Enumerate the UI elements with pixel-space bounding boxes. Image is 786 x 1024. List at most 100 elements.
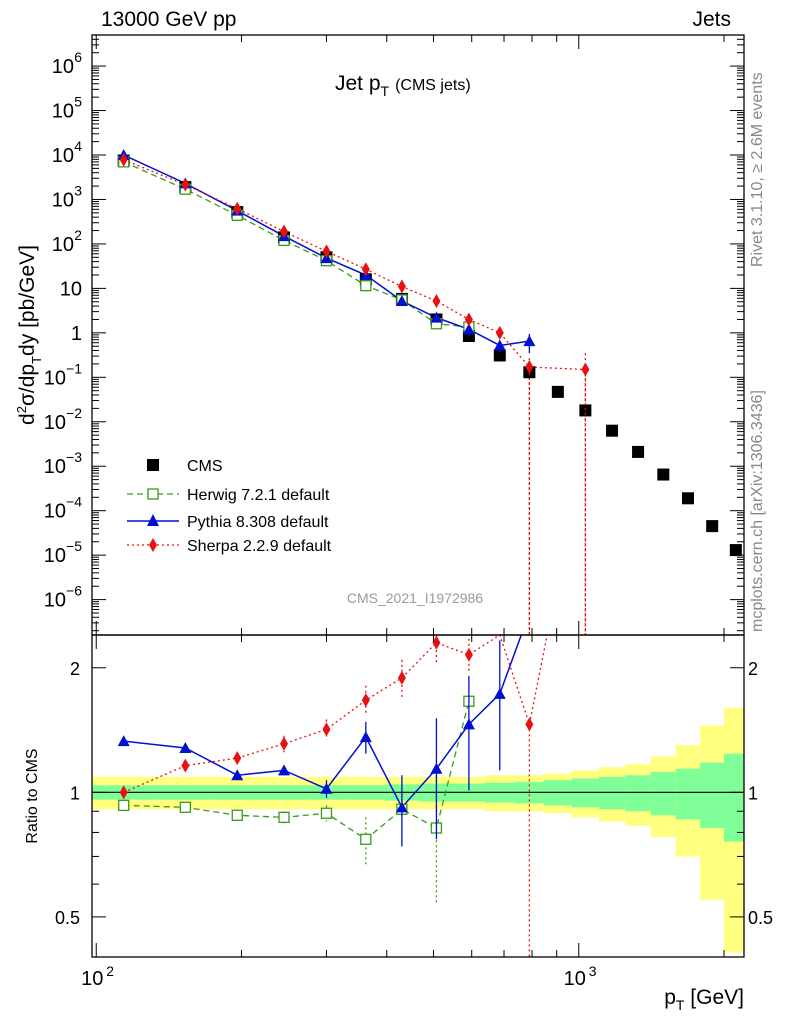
ratio-point-pythia (117, 735, 130, 747)
point-cms (681, 492, 694, 505)
ratio-point-herwig (179, 801, 192, 813)
y-tick-label-exponent: 5 (74, 94, 82, 110)
rivet-label: Rivet 3.1.10, ≥ 2.6M events (749, 72, 766, 267)
plot-title: Jet pT (CMS jets) (335, 72, 471, 99)
ratio-point-herwig (231, 809, 243, 821)
point-sherpa (361, 262, 370, 277)
y-tick-label-exponent: −4 (66, 494, 82, 510)
legend-cms-marker (147, 459, 159, 471)
point-cms (657, 468, 670, 481)
point-cms (579, 404, 592, 417)
point-sherpa (181, 177, 190, 192)
ratio-y-tick-label: 2 (70, 659, 80, 679)
x-tick-label: 10 (564, 968, 586, 990)
legend-entry-herwig: Herwig 7.2.1 default (127, 487, 330, 504)
ratio-y-tick-label: 1 (70, 783, 80, 803)
ratio-x-ticks: 10 2 10 3 (81, 635, 725, 990)
y-tick-label-exponent: −2 (66, 405, 82, 421)
process-label: 13000 GeV pp (101, 8, 236, 31)
ratio-point-herwig (320, 807, 333, 819)
ratio-y-tick-label-right: 2 (748, 659, 758, 679)
ratio-point-pythia (462, 718, 475, 730)
point-cms (632, 445, 645, 458)
point-pythia (430, 311, 443, 323)
point-sherpa (495, 325, 504, 340)
y-tick-label: 10 (52, 234, 74, 256)
ratio-y-axis-label: Ratio to CMS (24, 748, 41, 843)
main-y-ticks: 610510410310210101−110−210−310−410−510−6… (44, 34, 744, 632)
analysis-watermark: CMS_2021_I1972986 (347, 590, 483, 606)
legend: CMS Herwig 7.2.1 default Pythia 8.308 de… (127, 458, 332, 555)
point-sherpa (280, 224, 289, 239)
ratio-panel: 2 21 10.5 0.5 10 2 10 3 Ratio to CMS (24, 634, 773, 990)
legend-pythia-label: Pythia 8.308 default (187, 514, 329, 531)
ratio-point-sherpa (322, 722, 331, 737)
legend-herwig-marker (147, 488, 159, 500)
ratio-point-pythia (493, 687, 506, 699)
y-tick-label-exponent: 3 (74, 182, 82, 198)
point-herwig (360, 280, 372, 292)
legend-herwig-label: Herwig 7.2.1 default (187, 487, 330, 504)
point-sherpa (119, 152, 128, 167)
legend-entry-pythia: Pythia 8.308 default (127, 514, 329, 531)
ratio-point-sherpa (525, 717, 534, 732)
point-cms (493, 349, 506, 362)
point-pythia (523, 335, 536, 347)
ratio-plot-area (92, 634, 745, 957)
y-tick-label: 10 (44, 456, 66, 478)
plot-title-sub: T (381, 83, 390, 99)
ratio-point-pythia (430, 762, 443, 774)
point-cms (606, 424, 619, 437)
legend-entry-cms: CMS (147, 458, 223, 475)
ratio-point-pythia (395, 801, 408, 813)
point-pythia (493, 339, 506, 351)
y-tick-label: 10 (44, 501, 66, 523)
y-tick-label-exponent: −5 (66, 538, 82, 554)
series-line-sherpa (123, 159, 586, 371)
x-tick-label-exponent: 3 (589, 963, 597, 979)
uncertainty-band-inner (625, 775, 652, 812)
y-tick-label-exponent: −1 (66, 360, 82, 376)
ratio-line-sherpa (123, 634, 548, 793)
main-y-axis-label: d2σ/dpTdy [pb/GeV] (14, 245, 44, 425)
ratio-point-sherpa (280, 736, 289, 751)
point-sherpa (581, 362, 590, 377)
legend-entry-sherpa: Sherpa 2.2.9 default (127, 538, 332, 555)
ratio-y-tick-label: 0.5 (55, 908, 80, 928)
uncertainty-band-inner (650, 771, 677, 816)
ratio-point-sherpa (181, 758, 190, 773)
point-sherpa (525, 360, 534, 375)
point-cms (551, 385, 564, 398)
y-tick-label: 10 (52, 101, 74, 123)
uncertainty-band-inner (724, 753, 745, 842)
y-tick-label: 10 (52, 189, 74, 211)
ratio-frame (91, 634, 745, 958)
ratio-point-pythia (320, 782, 333, 794)
main-plot-area (117, 149, 742, 635)
y-tick-label-exponent: 2 (74, 227, 82, 243)
main-panel: 610510410310210101−110−210−310−410−510−6… (14, 34, 745, 636)
y-tick-label: 10 (60, 278, 82, 300)
ratio-point-herwig (360, 833, 372, 845)
y-tick-label-exponent: −6 (66, 583, 82, 599)
x-tick-label-exponent: 2 (106, 963, 114, 979)
point-pythia (395, 295, 408, 307)
ratio-point-sherpa (397, 670, 406, 685)
point-cms (706, 520, 719, 533)
ratio-point-sherpa (432, 635, 441, 650)
ratio-y-tick-label-right: 0.5 (748, 908, 773, 928)
plot-title-main: Jet p (335, 72, 381, 95)
ratio-point-herwig (278, 811, 290, 824)
y-tick-label: 10 (44, 412, 66, 434)
point-sherpa (432, 294, 441, 309)
plot-title-note: (CMS jets) (395, 77, 471, 94)
y-tick-label: 10 (44, 590, 66, 612)
point-sherpa (397, 279, 406, 294)
uncertainty-band-inner (700, 762, 725, 828)
y-tick-label: 1 (71, 323, 82, 345)
ratio-point-pythia (359, 731, 372, 743)
uncertainty-band-inner (675, 768, 701, 820)
ratio-y-tick-label-right: 1 (748, 783, 758, 803)
legend-sherpa-marker (149, 538, 157, 552)
